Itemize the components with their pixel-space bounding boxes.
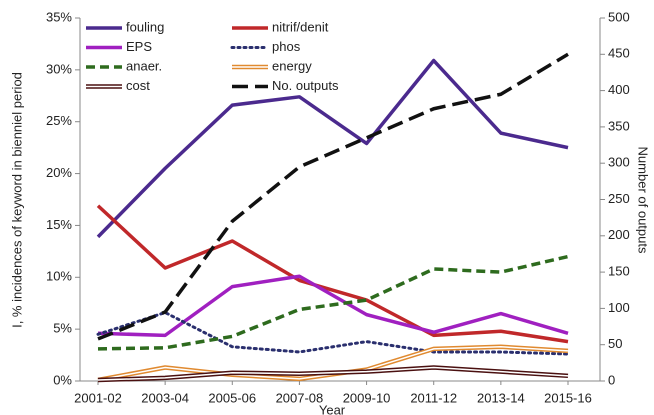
- y-tick-label: 15%: [46, 217, 72, 232]
- legend-label: nitrif/denit: [272, 19, 329, 34]
- legend-label: fouling: [126, 19, 164, 34]
- y-tick-label: 25%: [46, 113, 72, 128]
- y2-tick-label: 100: [608, 300, 630, 315]
- legend-label: anaer.: [126, 58, 162, 73]
- y-tick-label: 30%: [46, 61, 72, 76]
- y2-tick-label: 200: [608, 227, 630, 242]
- x-tick-label: 2009-10: [343, 390, 391, 405]
- line: [97, 254, 569, 351]
- y2-tick-label: 300: [608, 155, 630, 170]
- y-tick-label: 5%: [53, 321, 72, 336]
- x-tick-label: 2011-12: [410, 390, 457, 405]
- y-axis-label: I, % incidences of keyword in bienniel p…: [9, 72, 24, 328]
- line: [97, 52, 569, 341]
- x-tick-label: 2003-04: [141, 390, 189, 405]
- y2-tick-label: 400: [608, 82, 630, 97]
- x-tick-label: 2013-14: [477, 390, 525, 405]
- legend-label: EPS: [126, 39, 152, 54]
- y2-tick-label: 250: [608, 191, 630, 206]
- x-tick-label: 2007-08: [276, 390, 324, 405]
- x-tick-label: 2005-06: [208, 390, 256, 405]
- y2-tick-label: 150: [608, 264, 630, 279]
- y2-tick-label: 0: [608, 372, 615, 387]
- x-axis-label: Year: [319, 402, 346, 415]
- y-tick-label: 35%: [46, 9, 72, 24]
- y-tick-label: 10%: [46, 269, 72, 284]
- line-inner: [97, 366, 569, 381]
- legend-label: phos: [272, 39, 301, 54]
- line: [96, 58, 569, 239]
- y2-tick-label: 450: [608, 46, 630, 61]
- x-tick-label: 2015-16: [544, 390, 592, 405]
- line: [97, 274, 569, 338]
- legend-label: cost: [126, 78, 150, 93]
- line: [96, 204, 569, 344]
- y2-tick-label: 50: [608, 336, 622, 351]
- legend-label: No. outputs: [272, 78, 339, 93]
- y-tick-label: 0%: [53, 372, 72, 387]
- y-tick-label: 20%: [46, 165, 72, 180]
- legend-label: energy: [272, 58, 312, 73]
- x-tick-label: 2001-02: [74, 390, 122, 405]
- y2-tick-label: 500: [608, 9, 630, 24]
- line: [96, 311, 570, 356]
- y2-tick-label: 350: [608, 118, 630, 133]
- y2-axis-label: Number of outputs: [636, 147, 651, 254]
